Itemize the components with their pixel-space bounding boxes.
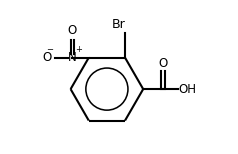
Text: N: N <box>68 51 76 64</box>
Text: +: + <box>75 45 82 54</box>
Text: OH: OH <box>179 83 197 96</box>
Text: Br: Br <box>112 18 126 31</box>
Text: O: O <box>158 57 168 70</box>
Text: O: O <box>68 24 77 37</box>
Text: O: O <box>42 51 52 64</box>
Text: −: − <box>46 45 53 54</box>
